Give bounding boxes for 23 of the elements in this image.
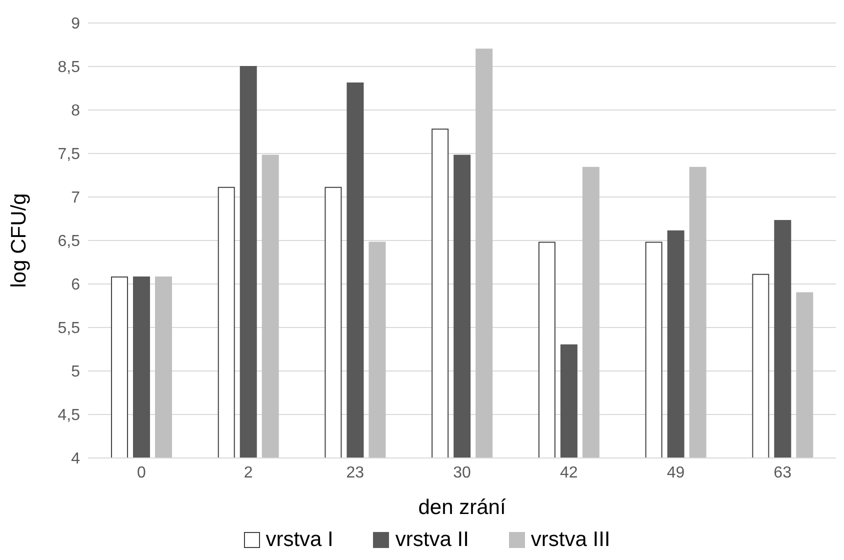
legend-label: vrstva I [266, 528, 334, 552]
y-tick-label: 7 [71, 190, 80, 207]
x-tick-label: 23 [346, 464, 364, 482]
x-tick-label: 30 [453, 464, 471, 482]
legend-label: vrstva III [530, 528, 610, 552]
y-axis-title: log CFU/g [7, 193, 30, 288]
y-tick-label: 6,5 [58, 233, 80, 250]
y-tick-label: 6 [71, 276, 80, 294]
x-tick-label: 2 [244, 464, 253, 482]
y-tick-label: 8 [71, 102, 80, 120]
y-tick-label: 4,5 [58, 407, 80, 424]
y-tick-label: 5 [71, 364, 80, 381]
x-axis-title: den zrání [418, 496, 506, 519]
x-tick-label: 0 [136, 464, 146, 482]
y-tick-label: 8,5 [58, 59, 80, 76]
x-tick-label: 49 [666, 464, 685, 482]
legend-label: vrstva II [395, 528, 469, 552]
y-tick-label: 7,5 [58, 146, 80, 164]
x-tick-label: 63 [774, 464, 792, 482]
x-tick-label: 42 [560, 464, 578, 482]
y-tick-label: 9 [71, 16, 80, 33]
y-tick-label: 4 [71, 450, 80, 468]
y-tick-label: 5,5 [58, 320, 80, 338]
